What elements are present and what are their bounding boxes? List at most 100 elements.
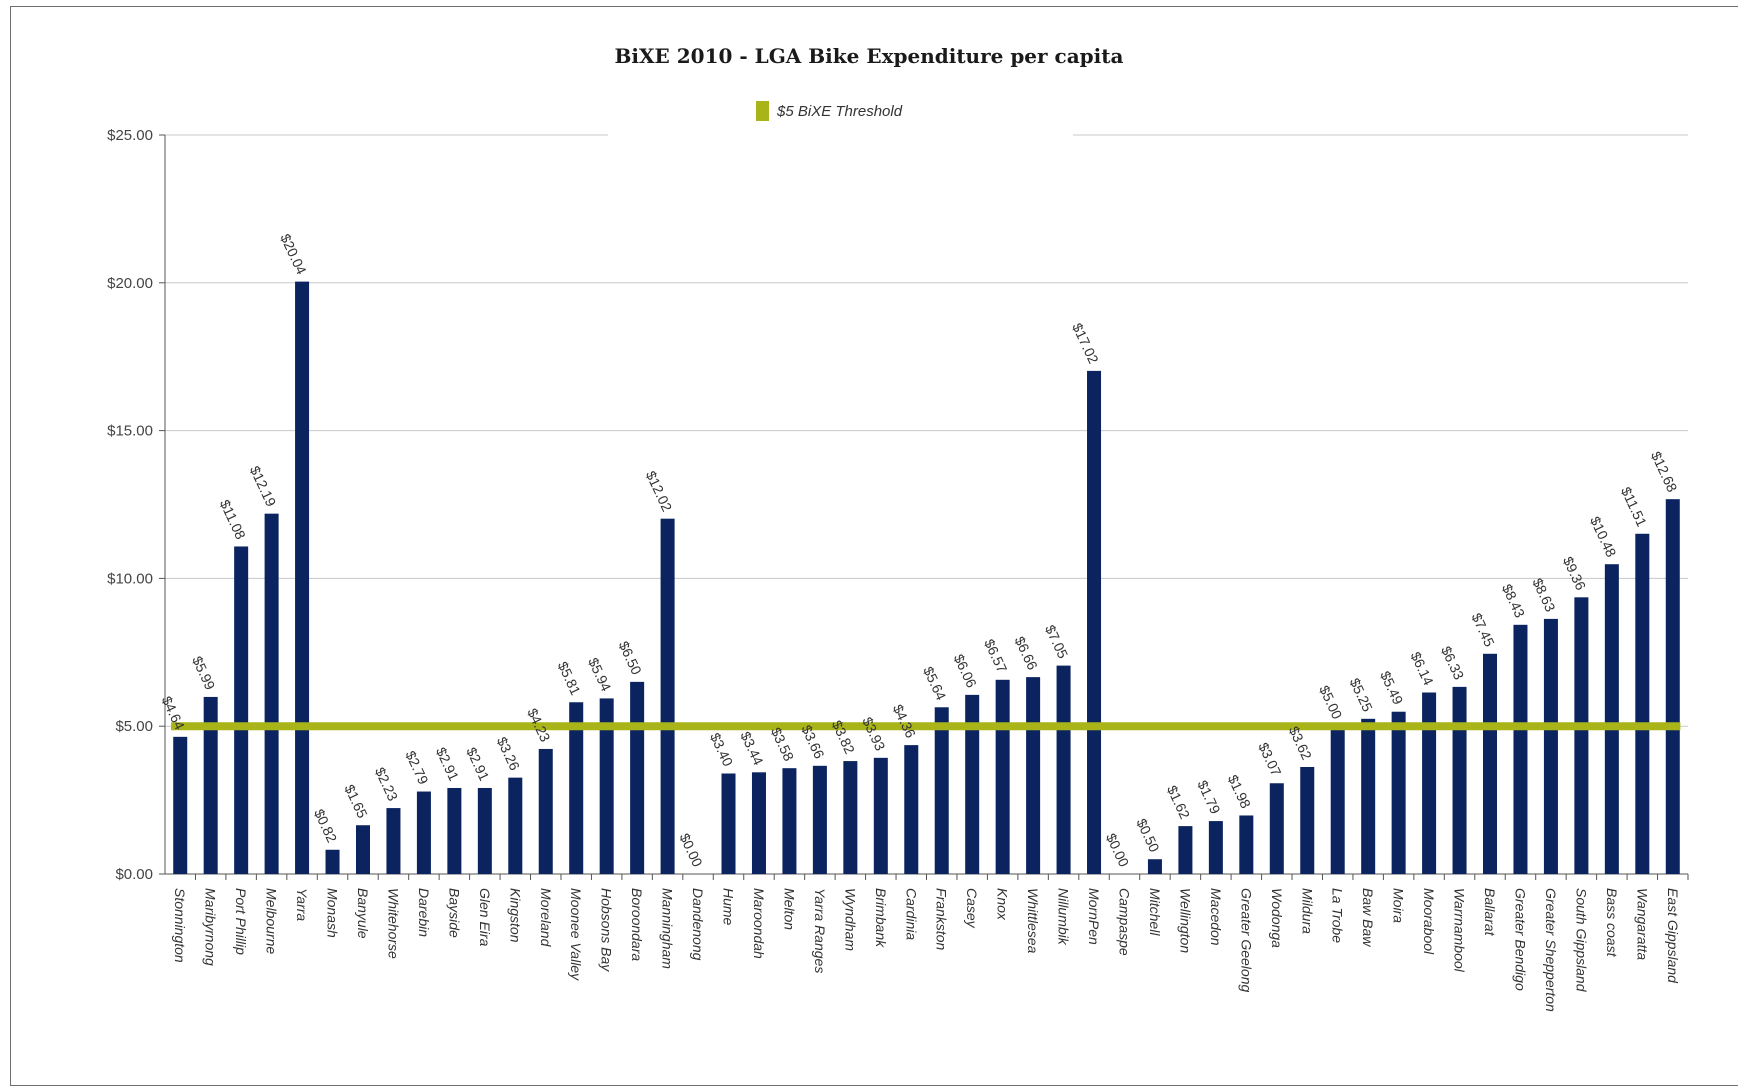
grid-lines: [165, 134, 1688, 727]
category-label: Warrnambool: [1452, 888, 1468, 973]
bar: [1604, 564, 1619, 874]
category-label: Port Phillip: [233, 888, 249, 955]
category-label: Frankston: [934, 888, 950, 950]
category-label: Maroondah: [751, 888, 767, 959]
category-label: Melton: [781, 888, 797, 930]
bar: [873, 757, 888, 874]
data-label: $10.48: [1587, 514, 1620, 560]
category-label: Whittlesea: [1025, 888, 1041, 954]
bar: [1147, 859, 1162, 874]
bar: [477, 787, 492, 874]
data-label: $5.49: [1377, 668, 1406, 707]
bar: [1574, 597, 1589, 874]
data-label: $3.44: [737, 729, 766, 768]
bar: [904, 745, 919, 874]
data-label: $1.62: [1164, 783, 1193, 822]
category-label: Melbourne: [264, 888, 280, 954]
y-tick-label: $15.00: [107, 423, 153, 440]
category-label: Mitchell: [1147, 888, 1163, 936]
data-label: $7.05: [1042, 622, 1071, 661]
bar: [1452, 686, 1467, 874]
category-label: Casey: [964, 888, 980, 929]
data-label: $2.79: [402, 748, 431, 787]
bar: [843, 761, 858, 874]
bar: [447, 787, 462, 874]
bar: [173, 736, 188, 874]
category-label: Bayside: [446, 888, 462, 938]
data-label: $2.23: [372, 765, 401, 804]
data-label: $12.68: [1648, 449, 1681, 495]
data-label: $8.63: [1529, 576, 1558, 615]
data-label: $5.81: [555, 659, 584, 698]
data-label: $20.04: [277, 231, 310, 277]
category-label: Manningham: [660, 888, 676, 969]
category-label: Hobsons Bay: [599, 888, 615, 972]
data-label: $3.58: [768, 725, 797, 764]
data-label: $6.06: [951, 652, 980, 691]
bar: [203, 696, 218, 874]
bar: [1330, 726, 1345, 874]
category-label: Hume: [721, 888, 737, 926]
bar: [782, 768, 797, 874]
data-label: $4.36: [890, 702, 919, 741]
category-label: Moorabool: [1421, 888, 1437, 955]
category-label: Yarra Ranges: [812, 888, 828, 973]
data-label: $6.14: [1408, 649, 1437, 688]
category-label: Banyule: [355, 888, 371, 939]
data-label: $6.50: [616, 639, 645, 678]
bar: [1056, 665, 1071, 874]
bar: [1543, 618, 1558, 874]
category-label: Stonnington: [172, 888, 188, 963]
bar: [1208, 821, 1223, 874]
bar: [965, 694, 980, 874]
bar: [599, 698, 614, 874]
bar: [325, 849, 340, 874]
data-label: $5.25: [1347, 676, 1376, 715]
category-label: Moreland: [538, 888, 554, 948]
data-label: $1.65: [341, 782, 370, 821]
category-label: Mildura: [1299, 888, 1315, 934]
data-label: $12.19: [247, 463, 280, 509]
bar: [234, 546, 249, 874]
data-label: $5.00: [1316, 683, 1345, 722]
data-label: $5.64: [920, 664, 949, 703]
bar: [295, 281, 310, 874]
data-label: $6.66: [1012, 634, 1041, 673]
category-labels: Stonnington Maribyrnong Port Phillip Melbou…: [172, 888, 1681, 1012]
data-label: $11.51: [1618, 484, 1650, 529]
category-label: Cardinia: [903, 888, 919, 940]
bar: [812, 765, 827, 874]
bar: [1026, 677, 1041, 874]
bar: [934, 707, 949, 874]
category-label: Glen Eira: [477, 888, 493, 947]
bar: [751, 772, 766, 874]
category-label: Wyndham: [842, 888, 858, 951]
data-label: $7.45: [1468, 611, 1497, 650]
data-label: $11.08: [217, 497, 249, 542]
category-label: Wangaratta: [1634, 888, 1650, 960]
data-label: $12.02: [643, 468, 676, 514]
chart-title: BiXE 2010 - LGA Bike Expenditure per cap…: [614, 44, 1124, 68]
category-label: Greater Bendigo: [1512, 888, 1528, 991]
y-tick-label: $0.00: [115, 866, 153, 883]
data-label: $6.57: [981, 637, 1010, 676]
category-label: Moira: [1391, 888, 1407, 923]
bar: [1665, 499, 1680, 874]
category-label: East Gippsland: [1665, 888, 1681, 984]
data-label: $9.36: [1560, 554, 1589, 593]
data-label: $2.91: [463, 745, 492, 784]
data-labels: $4.64$5.99$11.08$12.19$20.04$0.82$1.65 $2…: [159, 231, 1681, 869]
data-label: $3.93: [859, 715, 888, 754]
legend-swatch-threshold: [756, 101, 769, 121]
legend-label-threshold: $5 BiXE Threshold: [777, 102, 903, 120]
y-tick-label: $10.00: [107, 570, 153, 587]
bar: [1635, 533, 1650, 874]
category-label: Dandenong: [690, 888, 706, 961]
category-label: Knox: [995, 888, 1011, 921]
bar: [569, 702, 584, 874]
category-label: Whitehorse: [385, 888, 401, 959]
category-label: Yarra: [294, 888, 310, 921]
data-label: $5.99: [189, 654, 218, 693]
category-label: Kingston: [507, 888, 523, 943]
